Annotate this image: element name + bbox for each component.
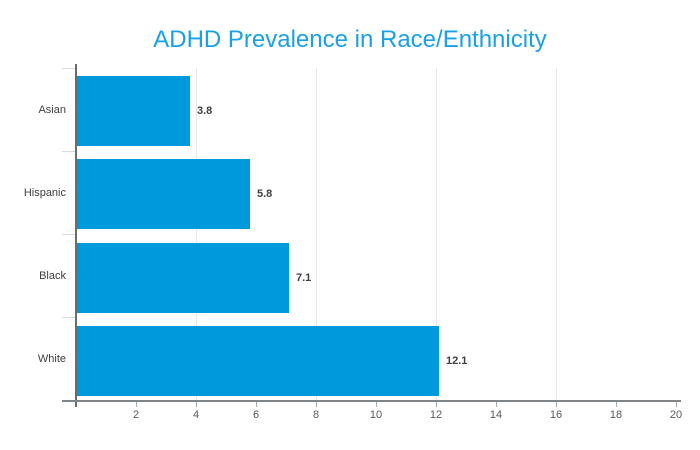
y-tick-mark xyxy=(62,67,76,69)
bar-value-label: 3.8 xyxy=(197,105,213,117)
x-tick-label: 4 xyxy=(192,409,200,421)
bar[interactable] xyxy=(76,159,250,230)
category-axis-label: Hispanic xyxy=(23,186,66,199)
x-tick-label: 2 xyxy=(132,409,140,421)
y-tick-mark xyxy=(62,150,76,152)
bar-value-label: 12.1 xyxy=(446,354,468,367)
x-tick-label: 14 xyxy=(489,409,503,421)
gridline xyxy=(316,68,317,401)
bar[interactable] xyxy=(76,242,289,313)
category-axis-label: White xyxy=(37,353,66,366)
x-tick-mark xyxy=(495,402,497,407)
x-tick-label: 16 xyxy=(549,409,563,421)
x-tick-mark xyxy=(315,402,317,407)
x-tick-mark xyxy=(255,402,257,407)
x-tick-mark xyxy=(555,402,557,407)
gridline xyxy=(556,68,557,401)
y-axis-line xyxy=(75,64,77,407)
x-tick-label: 8 xyxy=(312,409,320,421)
y-tick-mark xyxy=(62,234,76,235)
gridline xyxy=(196,68,197,401)
bar[interactable] xyxy=(76,325,439,396)
bar-value-label: 7.1 xyxy=(296,271,312,284)
x-tick-mark xyxy=(195,402,197,407)
x-tick-label: 12 xyxy=(429,409,443,421)
x-tick-mark xyxy=(675,402,677,407)
x-tick-label: 20 xyxy=(669,409,683,421)
x-tick-label: 10 xyxy=(369,409,383,421)
category-axis-label: Black xyxy=(39,270,66,283)
x-tick-mark xyxy=(375,402,377,407)
x-tick-mark xyxy=(615,402,617,407)
bar[interactable] xyxy=(76,76,190,146)
plot-area: 3.8 Asian 5.8 Hispanic 7.1 Black 12.1 White 2 4 6 8… xyxy=(24,64,682,421)
x-tick-label: 18 xyxy=(609,409,623,421)
x-tick-mark xyxy=(435,402,437,407)
bar-value-label: 5.8 xyxy=(257,188,273,201)
chart-title: ADHD Prevalence in Race/Enthnicity xyxy=(153,26,547,53)
x-tick-label: 6 xyxy=(252,409,260,421)
x-tick-mark xyxy=(135,402,137,407)
category-axis-label: Asian xyxy=(38,103,66,116)
gridline xyxy=(436,68,437,401)
y-tick-mark xyxy=(62,317,76,319)
x-axis-line xyxy=(62,400,681,402)
